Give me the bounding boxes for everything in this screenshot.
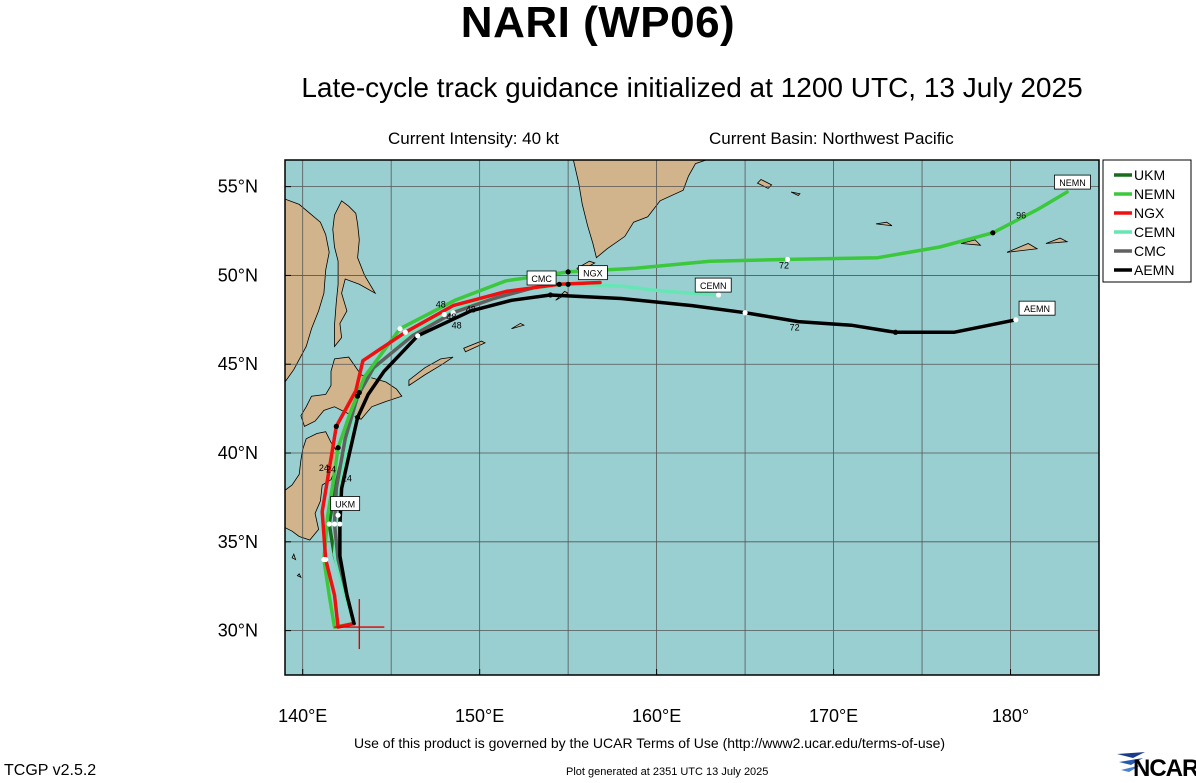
land-shape [332, 200, 377, 348]
hour-label: 72 [790, 322, 800, 332]
track-point-marker [335, 512, 341, 518]
track-ngx [320, 280, 602, 629]
lon-tick-label: 170°E [809, 706, 858, 726]
lon-tick-label: 140°E [278, 706, 327, 726]
grid-lines [285, 160, 1099, 675]
track-point-marker [556, 281, 562, 287]
hour-label: 48 [446, 312, 456, 322]
track-point-marker [397, 326, 403, 332]
hour-label: 96 [1016, 211, 1026, 221]
track-label-box [330, 496, 361, 511]
lat-tick-label: 55°N [218, 177, 258, 197]
hour-label: 24 [326, 465, 336, 475]
hour-label: 48 [452, 321, 462, 331]
track-point-marker [990, 230, 996, 236]
version-label: TCGP v2.5.2 [4, 762, 97, 779]
track-point-marker [892, 329, 899, 335]
track-label-text: NEMN [1059, 178, 1086, 188]
land-masses [285, 160, 1069, 579]
track-point-marker [402, 329, 408, 335]
ncar-logo-text: NCAR [1133, 755, 1196, 782]
track-point-marker [354, 414, 361, 421]
track-point-marker [784, 256, 791, 263]
track-point-marker [742, 310, 748, 316]
lon-tick-label: 150°E [455, 706, 504, 726]
track-point-marker [323, 556, 329, 563]
map-frame [284, 159, 1100, 676]
track-label-text: UKM [335, 500, 355, 510]
current-basin: Current Basin: Northwest Pacific [709, 129, 954, 148]
legend-box [1102, 159, 1192, 283]
track-label-box [694, 277, 732, 293]
hour-label: 48 [436, 299, 446, 309]
current-intensity: Current Intensity: 40 kt [388, 129, 560, 148]
track-point-marker [1013, 317, 1019, 323]
lat-tick-label: 30°N [218, 621, 258, 641]
track-label-text: CEMN [700, 281, 727, 291]
track-label-text: AEMN [1024, 304, 1050, 314]
track-label-text: NGX [583, 269, 603, 279]
track-label-text: CMC [531, 274, 552, 284]
land-shape [296, 573, 302, 579]
terms-of-use: Use of this product is governed by the U… [354, 735, 946, 751]
land-shape [1045, 237, 1069, 244]
lat-tick-label: 40°N [218, 443, 258, 463]
track-point-marker [335, 445, 341, 451]
track-labels: UKMCEMNCMCNGXNEMNAEMN7272964848484824242… [319, 174, 1091, 511]
track-label-box [526, 270, 557, 286]
land-shape [285, 160, 330, 383]
track-point-marker [331, 521, 338, 527]
track-point-marker [715, 292, 722, 298]
track-point-marker [441, 311, 447, 318]
plot-generated: Plot generated at 2351 UTC 13 July 2025 [566, 766, 769, 778]
track-point-marker [354, 393, 361, 399]
lat-tick-label: 50°N [218, 265, 258, 285]
lat-tick-label: 35°N [218, 532, 258, 552]
legend-label: CEMN [1134, 224, 1175, 240]
land-shape [960, 239, 982, 246]
hour-label: 24 [342, 473, 352, 483]
track-point-marker [565, 281, 571, 287]
map-title: NARI (WP06) [460, 0, 736, 47]
legend: UKM NEMN NGX CEMN CMC AEMN [1102, 159, 1192, 283]
land-shape [511, 322, 525, 330]
track-markers [321, 230, 1019, 563]
lon-tick-label: 180° [992, 706, 1029, 726]
lat-tick-label: 45°N [218, 354, 258, 374]
current-position-marker [334, 599, 385, 650]
legend-label: UKM [1134, 167, 1165, 183]
forecast-tracks [320, 190, 1069, 629]
legend-label: AEMN [1134, 262, 1174, 278]
track-point-marker [333, 423, 339, 429]
ocean-area [285, 160, 1099, 675]
track-cmc [332, 286, 535, 626]
land-shape [875, 221, 893, 227]
track-point-marker [415, 333, 421, 339]
land-shape [790, 191, 801, 196]
hour-label: 24 [319, 463, 329, 473]
track-point-marker [337, 521, 343, 527]
track-point-marker [547, 292, 554, 298]
map-subtitle: Late-cycle track guidance initialized at… [301, 72, 1083, 103]
track-label-box [1018, 300, 1056, 316]
track-label-box [1054, 174, 1091, 190]
lon-tick-label: 160°E [632, 706, 681, 726]
axis-labels: 55°N 50°N 45°N 40°N 35°N 30°N 140°E 150°E 160°E 1… [218, 177, 1029, 726]
hour-label: 72 [779, 260, 789, 270]
land-shape [572, 160, 707, 259]
track-label-box [578, 265, 608, 281]
ncar-logo-icon [1117, 752, 1145, 772]
legend-label: NEMN [1134, 186, 1175, 202]
land-shape [1006, 243, 1039, 253]
track-point-marker [326, 521, 332, 527]
hour-label: 48 [466, 305, 476, 315]
legend-label: CMC [1134, 243, 1166, 259]
legend-label: NGX [1134, 205, 1165, 221]
track-point-marker [565, 269, 571, 275]
track-point-marker [450, 310, 456, 316]
land-shape [291, 553, 297, 561]
